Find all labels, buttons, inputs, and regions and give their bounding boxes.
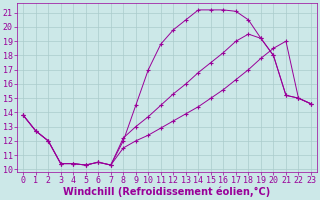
X-axis label: Windchill (Refroidissement éolien,°C): Windchill (Refroidissement éolien,°C) xyxy=(63,187,271,197)
